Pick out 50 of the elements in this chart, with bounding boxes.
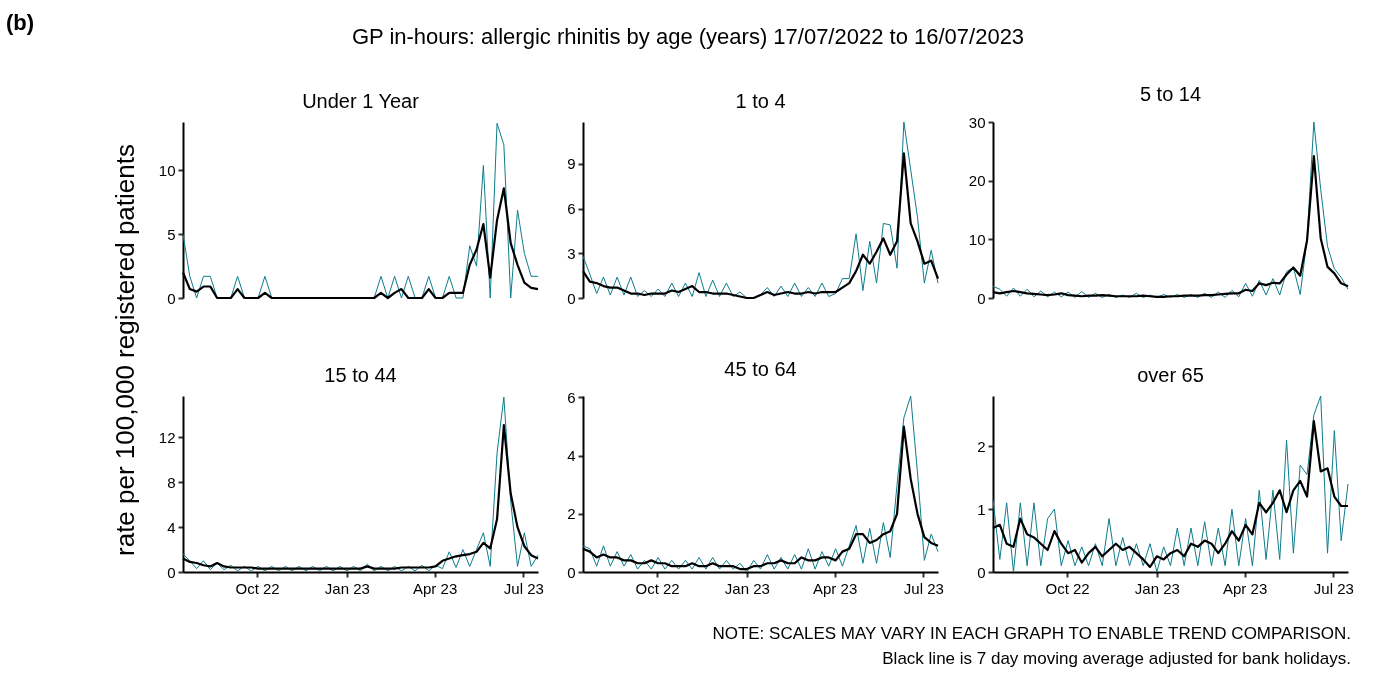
y-tick-label: 10 — [158, 161, 176, 179]
line-series — [992, 121, 1349, 298]
y-tick-label: 10 — [968, 230, 986, 248]
y-tick-label: 12 — [158, 428, 176, 446]
y-tick-label: 4 — [167, 518, 176, 536]
y-tick-label: 20 — [968, 172, 986, 190]
chart-title: Under 1 Year — [302, 90, 420, 112]
y-tick-label: 0 — [567, 563, 576, 581]
x-tick-label: Jul 23 — [503, 579, 544, 597]
x-tick-label: Jan 23 — [724, 579, 770, 597]
x-tick-label: Apr 23 — [1223, 579, 1268, 597]
y-tick-label: 30 — [968, 113, 986, 131]
chart-title: 5 to 14 — [1139, 83, 1202, 105]
y-tick-label: 0 — [977, 563, 986, 581]
y-tick-label: 0 — [977, 289, 986, 307]
x-tick-label: Oct 22 — [235, 579, 280, 597]
y-tick-label: 0 — [167, 289, 176, 307]
y-tick-label: 3 — [567, 244, 576, 262]
line-series — [992, 395, 1349, 573]
y-tick-label: 2 — [567, 505, 576, 523]
y-tick-label: 6 — [567, 200, 576, 218]
y-axis-title: rate per 100,000 registered patients — [109, 144, 141, 556]
chart-title: 45 to 64 — [724, 358, 797, 381]
x-tick-label: Jul 23 — [1313, 579, 1354, 597]
y-tick-label: 0 — [567, 289, 576, 307]
y-tick-label: 6 — [567, 388, 576, 406]
text: Black line is 7 day moving average adjusted for bank holidays. — [882, 649, 1351, 669]
text: GP in-hours: allergic rhinitis by age (years) 17/07/2022 to 16/07/2023 — [351, 24, 1025, 50]
text: (b) — [6, 10, 35, 36]
y-tick-label: 8 — [167, 473, 176, 491]
x-tick-label: Jan 23 — [324, 579, 370, 597]
text: NOTE: SCALES MAY VARY IN EACH GRAPH TO ENABLE TREND COMPARISON. — [712, 624, 1351, 644]
chart-title: 15 to 44 — [324, 364, 397, 386]
line-series — [582, 121, 939, 299]
x-tick-label: Apr 23 — [813, 579, 858, 597]
y-tick-label: 4 — [567, 447, 576, 465]
chart-title: 1 to 4 — [735, 89, 786, 112]
chart-title: over 65 — [1137, 363, 1204, 386]
x-tick-label: Apr 23 — [413, 579, 458, 597]
y-tick-label: 0 — [167, 563, 176, 581]
x-tick-label: Jan 23 — [1134, 579, 1180, 597]
x-tick-label: Oct 22 — [1045, 579, 1090, 597]
line-series — [182, 396, 539, 572]
line-series — [582, 395, 939, 573]
x-tick-label: Jul 23 — [903, 579, 944, 597]
y-tick-label: 5 — [167, 225, 176, 243]
y-tick-label: 2 — [977, 437, 986, 455]
y-tick-label: 9 — [567, 155, 576, 173]
y-tick-label: 1 — [977, 500, 986, 518]
x-tick-label: Oct 22 — [635, 579, 680, 597]
